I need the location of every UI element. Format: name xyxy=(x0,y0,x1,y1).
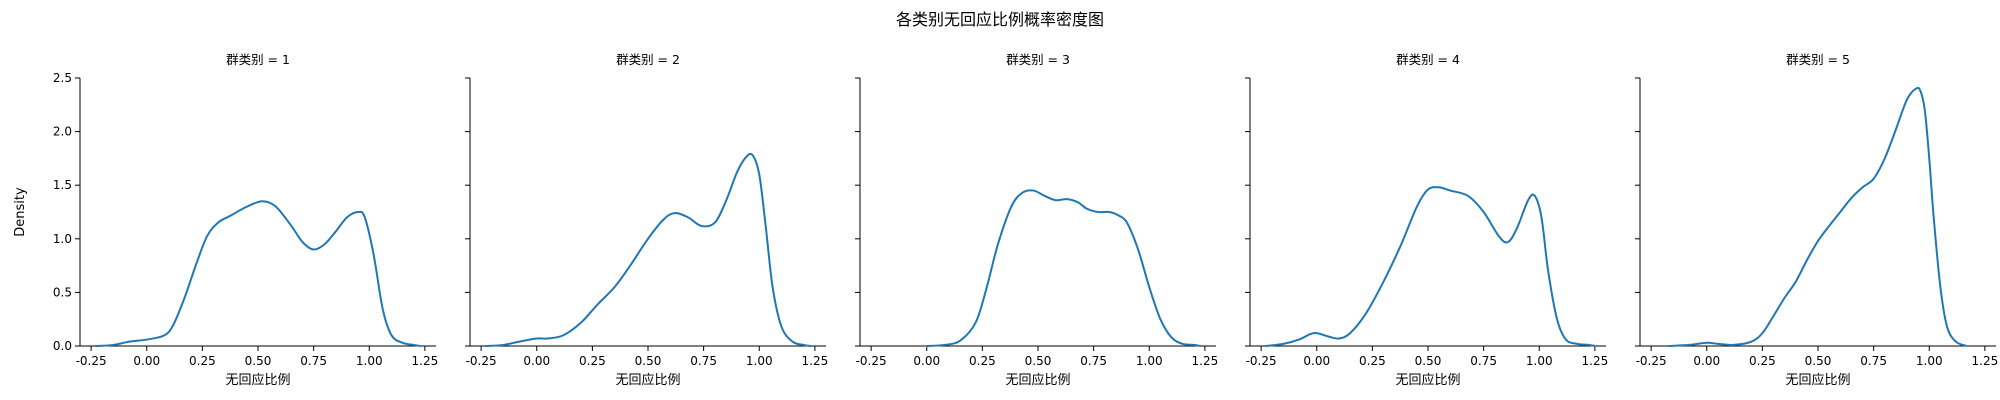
panel-title: 群类别 = 1 xyxy=(226,52,290,67)
panel-4: 群类别 = 4 -0.25 0.00 0.25 0.50 0.75 1.00 1.25 无回应比… xyxy=(1245,52,1608,388)
x-tick-label: 0.75 xyxy=(1860,354,1887,368)
x-tick-label: -0.25 xyxy=(466,354,497,368)
x-tick-label: 0.50 xyxy=(635,354,662,368)
panel-3: 群类别 = 3 -0.25 0.00 0.25 0.50 0.75 1.00 1.25 无回应比… xyxy=(855,52,1218,388)
x-axis-label: 无回应比例 xyxy=(1785,372,1850,388)
panel-title: 群类别 = 4 xyxy=(1396,52,1460,67)
x-tick-label: 1.25 xyxy=(1972,354,1999,368)
x-tick-label: 0.50 xyxy=(1415,354,1442,368)
x-tick-label: 0.75 xyxy=(1080,354,1107,368)
x-tick-label: 1.00 xyxy=(1136,354,1163,368)
x-tick-label: 0.75 xyxy=(1470,354,1497,368)
y-tick-label: 1.5 xyxy=(53,178,72,192)
x-axis-label: 无回应比例 xyxy=(1395,372,1460,388)
kde-line xyxy=(1667,86,1969,347)
x-tick-label: 0.25 xyxy=(189,354,216,368)
x-tick-label: -0.25 xyxy=(1636,354,1667,368)
x-tick-label: 0.50 xyxy=(245,354,272,368)
panel-title: 群类别 = 3 xyxy=(1006,52,1070,67)
x-tick-label: 0.00 xyxy=(523,354,550,368)
panel-2: 群类别 = 2 -0.25 0.00 0.25 0.50 0.75 1.00 1.25 无回应比… xyxy=(465,52,828,388)
x-tick-label: -0.25 xyxy=(1246,354,1277,368)
x-tick-label: -0.25 xyxy=(856,354,887,368)
panel-title: 群类别 = 2 xyxy=(616,52,680,67)
panel-5: 群类别 = 5 -0.25 0.00 0.25 0.50 0.75 1.00 1.25 无回应比… xyxy=(1635,52,1998,388)
x-tick-label: -0.25 xyxy=(76,354,107,368)
kde-line xyxy=(1264,186,1596,347)
x-tick-label: 0.75 xyxy=(300,354,327,368)
x-tick-label: 1.00 xyxy=(1526,354,1553,368)
panel-title: 群类别 = 5 xyxy=(1786,52,1850,67)
x-axis-label: 无回应比例 xyxy=(1005,372,1070,388)
x-tick-label: 1.00 xyxy=(356,354,383,368)
x-tick-label: 0.75 xyxy=(690,354,717,368)
x-tick-label: 1.25 xyxy=(802,354,829,368)
x-tick-label: 1.00 xyxy=(1916,354,1943,368)
kde-line xyxy=(94,200,422,347)
y-axis-label: Density xyxy=(13,187,28,237)
x-tick-label: 0.00 xyxy=(133,354,160,368)
x-tick-label: 1.25 xyxy=(1192,354,1219,368)
x-tick-label: 1.00 xyxy=(746,354,773,368)
x-tick-label: 0.25 xyxy=(1749,354,1776,368)
x-tick-label: 0.00 xyxy=(913,354,940,368)
panel-1: 群类别 = 1 0.0 0.5 1.0 1.5 2.0 2.5 -0.25 0.00 0.25 0.… xyxy=(13,52,438,388)
figure-title: 各类别无回应比例概率密度图 xyxy=(895,10,1104,29)
x-tick-label: 0.50 xyxy=(1025,354,1052,368)
y-tick-label: 2.5 xyxy=(53,71,72,85)
kde-line xyxy=(484,152,812,347)
y-tick-label: 0.5 xyxy=(53,285,72,299)
y-tick-label: 2.0 xyxy=(53,125,72,139)
x-tick-label: 1.25 xyxy=(412,354,439,368)
x-tick-label: 0.00 xyxy=(1303,354,1330,368)
x-axis-label: 无回应比例 xyxy=(225,372,290,388)
kde-line xyxy=(925,189,1202,347)
x-tick-label: 0.00 xyxy=(1693,354,1720,368)
x-tick-label: 1.25 xyxy=(1582,354,1609,368)
x-tick-label: 0.25 xyxy=(969,354,996,368)
x-tick-label: 0.25 xyxy=(1359,354,1386,368)
x-tick-label: 0.50 xyxy=(1805,354,1832,368)
x-axis-label: 无回应比例 xyxy=(615,372,680,388)
y-tick-label: 0.0 xyxy=(53,339,72,353)
y-tick-label: 1.0 xyxy=(53,232,72,246)
x-tick-label: 0.25 xyxy=(579,354,606,368)
